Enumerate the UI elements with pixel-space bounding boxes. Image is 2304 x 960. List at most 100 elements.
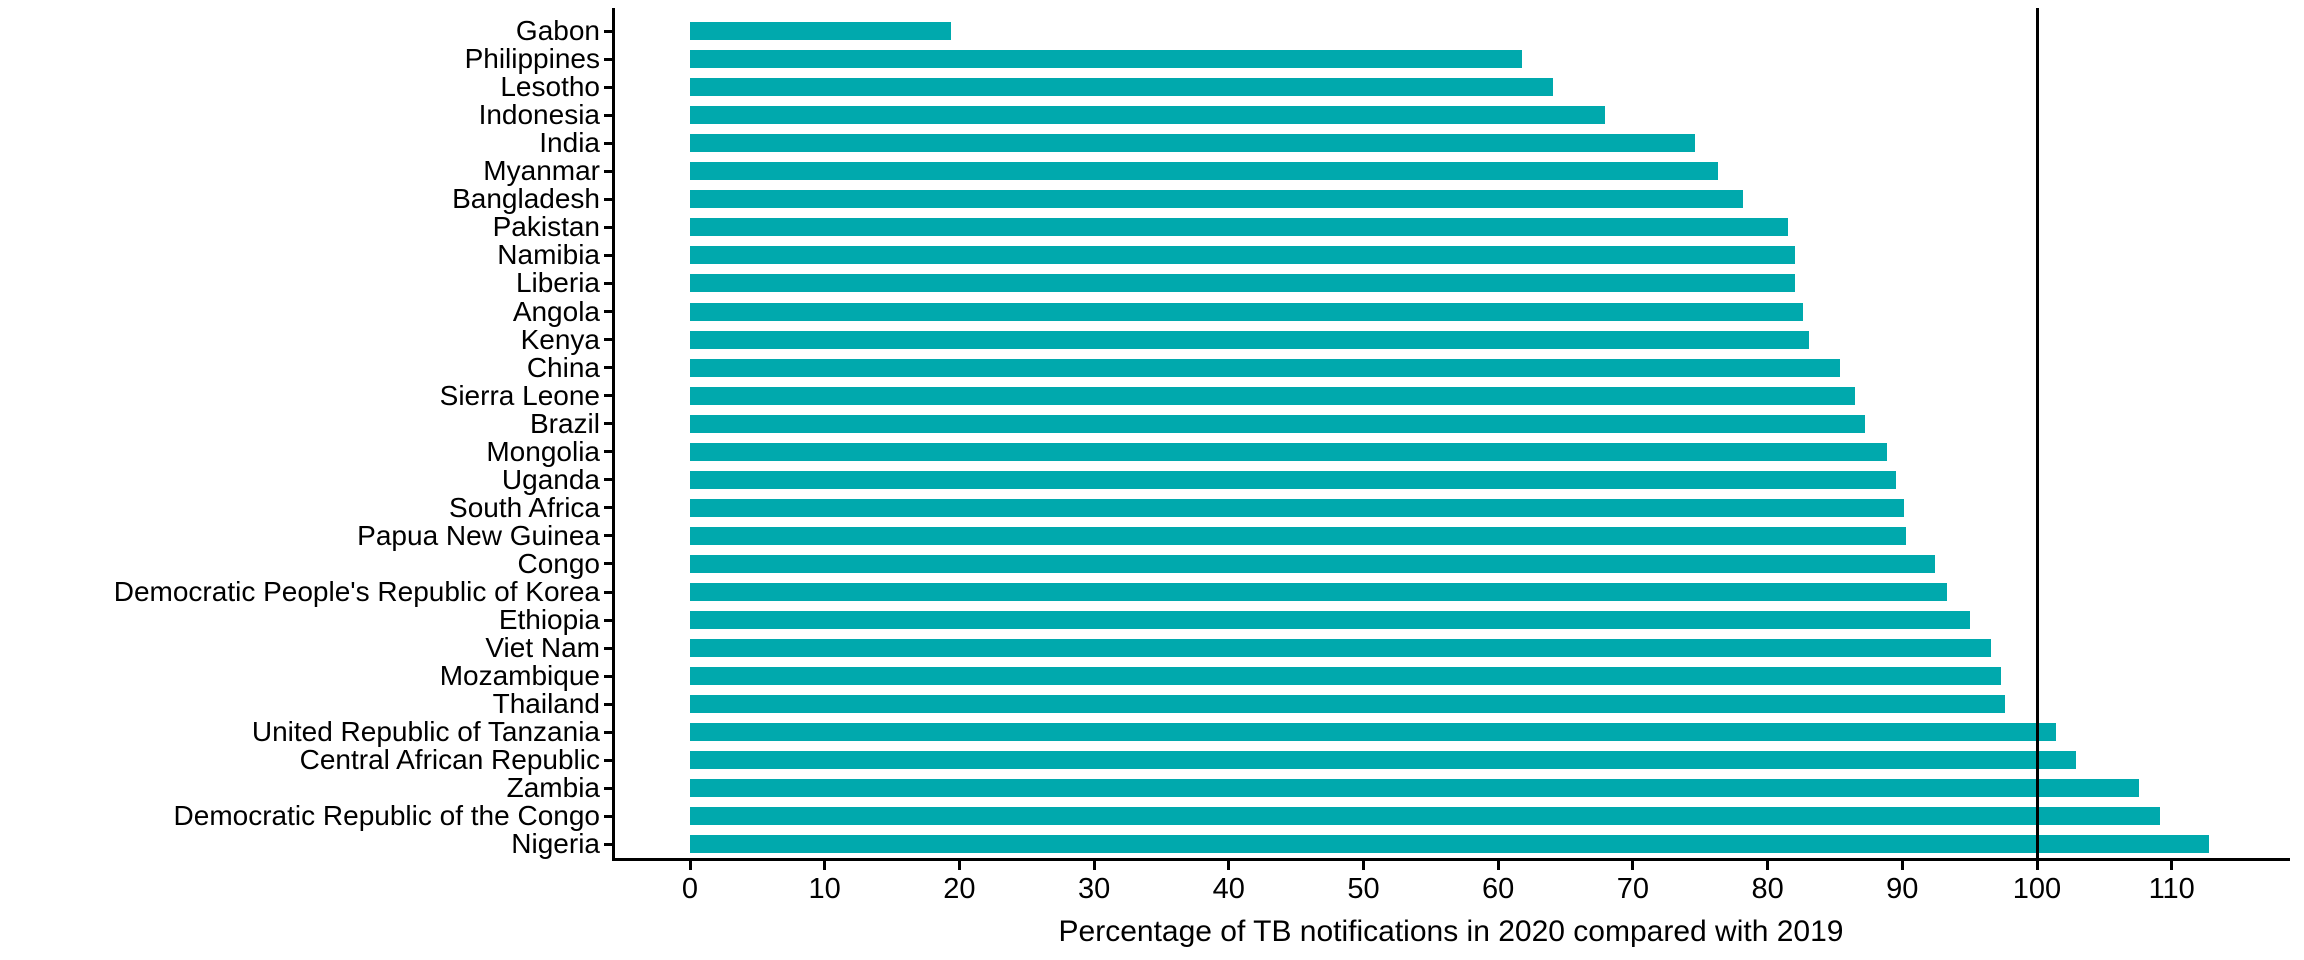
y-tick [604,562,612,566]
y-tick [604,730,612,734]
category-label: Gabon [515,15,600,46]
x-tick-label: 20 [943,873,976,905]
bar [690,667,2001,686]
bar [690,274,1795,293]
y-tick [604,450,612,454]
category-label: Lesotho [500,71,600,103]
bar [690,554,1935,573]
y-tick [604,842,612,846]
y-tick [604,113,612,117]
x-tick-label: 70 [1616,873,1650,905]
bar [690,498,1904,517]
y-tick [604,253,612,257]
category-label: Viet Nam [485,632,600,664]
category-label: Angola [512,295,600,327]
bar [690,526,1906,545]
x-tick-label: 110 [2148,873,2195,905]
category-label: Namibia [497,239,600,271]
x-tick-label: 60 [1482,873,1515,905]
x-tick [2035,861,2039,870]
category-label: Myanmar [483,155,600,187]
y-tick [604,590,612,594]
x-tick-label: 90 [1886,873,1919,905]
bar [690,751,2076,770]
category-label: Democratic People's Republic of Korea [113,576,600,607]
category-label: Kenya [520,323,600,355]
y-tick [604,394,612,398]
bar [690,583,1947,601]
bar [690,106,1605,125]
x-tick-label: 50 [1347,873,1380,905]
y-tick [604,814,612,818]
x-tick-label: 30 [1077,873,1111,905]
x-tick [957,861,961,870]
category-label: Ethiopia [498,604,600,636]
bar [690,50,1522,69]
y-tick [604,646,612,650]
y-tick [604,281,612,285]
category-label: Congo [517,547,600,579]
bar [690,414,1865,433]
y-tick [604,618,612,622]
x-tick [1362,861,1365,870]
y-tick [604,85,612,89]
x-tick-label: 10 [808,873,841,905]
bar [690,779,2139,798]
category-label: Mozambique [439,660,600,692]
category-label: China [526,351,600,383]
y-tick [604,702,612,706]
bar [690,470,1896,489]
bar [690,302,1803,321]
category-label: Democratic Republic of the Congo [173,800,600,832]
category-label: Zambia [506,772,600,804]
category-label: Bangladesh [452,183,600,215]
y-tick [604,786,612,790]
y-tick [604,478,612,482]
x-axis-title: Percentage of TB notifications in 2020 c… [1058,915,1844,948]
category-label: Indonesia [478,99,600,131]
category-label: India [539,127,600,159]
category-label: Thailand [492,688,600,720]
bar [690,190,1743,209]
category-label: Uganda [501,463,600,495]
category-label: United Republic of Tanzania [251,716,600,748]
reference-line-100 [2035,8,2039,861]
y-tick [604,57,612,61]
x-tick [2170,861,2174,870]
bar [690,639,1991,658]
bar [690,835,2209,854]
bar [690,386,1855,405]
bar [690,442,1887,461]
x-tick-label: 100 [2012,873,2062,905]
y-tick [604,29,612,33]
x-tick [1900,861,1904,870]
category-label: Sierra Leone [439,379,600,411]
category-label: Mongolia [486,435,600,467]
bar [690,246,1795,265]
y-tick [604,506,612,510]
x-tick [1766,861,1770,870]
y-tick [604,169,612,173]
bar [690,807,2160,826]
bar [690,695,2005,714]
bar [690,723,2056,742]
bar [690,611,1970,630]
x-tick [1092,861,1096,870]
x-tick [688,861,692,870]
category-label: Brazil [529,407,600,439]
y-tick [604,225,612,229]
y-tick [604,310,612,313]
category-label: Pakistan [492,211,600,243]
bar [690,134,1695,153]
category-label: Liberia [515,267,600,299]
x-tick [823,861,827,870]
y-tick [604,141,612,145]
bar [690,358,1840,377]
bar [690,330,1809,349]
y-tick [604,422,612,426]
y-tick [604,197,612,201]
bar [690,162,1718,181]
bar [690,218,1788,237]
category-label: South Africa [449,491,600,523]
